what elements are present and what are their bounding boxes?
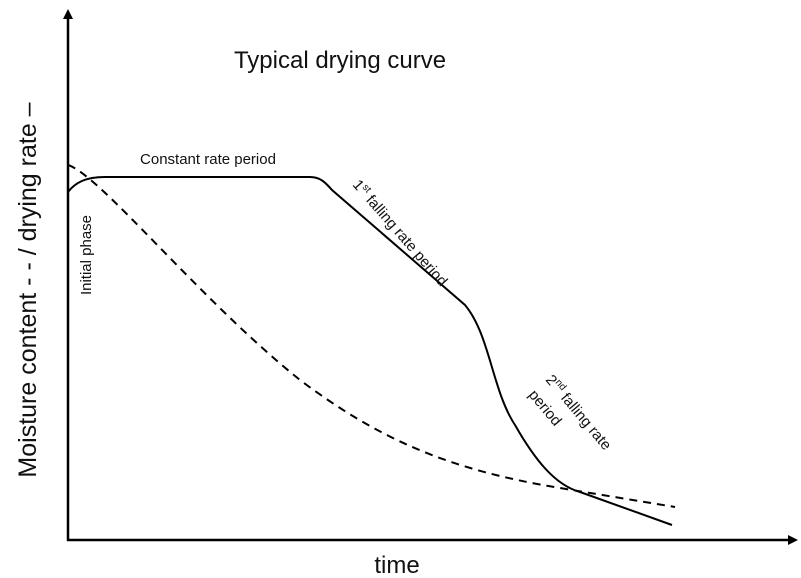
y-axis-label: Moisture content - - / drying rate – xyxy=(14,102,42,477)
first-falling-label: 1st falling rate period xyxy=(349,176,451,290)
x-axis-label: time xyxy=(374,552,419,578)
title: Typical drying curve xyxy=(234,47,446,74)
constant-rate-label: Constant rate period xyxy=(140,151,276,168)
label-part: nd xyxy=(553,377,569,393)
label-part: falling rate period xyxy=(360,189,451,290)
moisture-content-curve xyxy=(67,164,676,508)
label-part: falling rate xyxy=(554,387,614,454)
drying-rate-curve xyxy=(67,176,673,526)
initial-phase-label: Initial phase xyxy=(78,215,95,295)
